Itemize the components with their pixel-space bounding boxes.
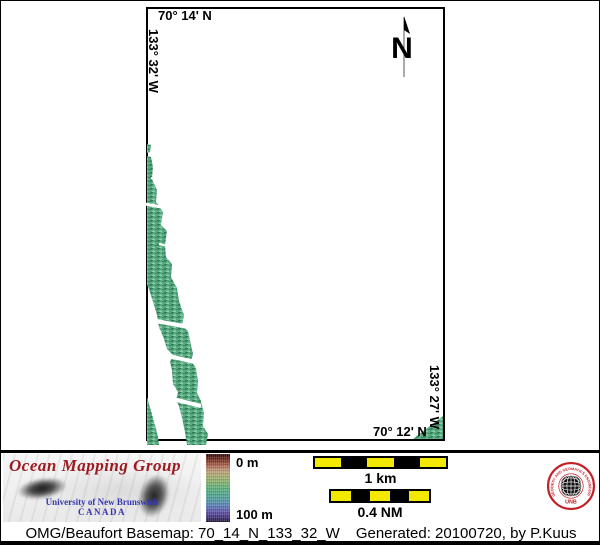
- coord-label-bottom: 70° 12' N: [373, 424, 427, 439]
- scalebar-km: [313, 456, 448, 469]
- depth-colorbar: [206, 454, 230, 522]
- footer-separator: [1, 450, 599, 453]
- scalebar-km-label: 1 km: [364, 470, 397, 486]
- coord-label-left: 133° 32' W: [146, 29, 161, 93]
- coord-label-top: 70° 14' N: [158, 8, 212, 23]
- omg-logo-subtitle: University of New Brunswick: [45, 497, 159, 507]
- seal-bottom-text: UNB: [565, 500, 577, 506]
- colorbar-max-label: 100 m: [236, 507, 273, 522]
- colorbar-min-label: 0 m: [236, 455, 259, 470]
- omg-logo: Ocean Mapping Group University of New Br…: [3, 454, 201, 522]
- caption-generated: Generated: 20100720, by P.Kuus: [355, 525, 577, 542]
- coord-label-right: 133° 27' W: [427, 365, 442, 429]
- caption-basemap-id: OMG/Beaufort Basemap: 70_14_N_133_32_W: [25, 525, 340, 542]
- unb-geodesy-seal: GEODESY AND GEOMATICS ENGINEERING UNB: [544, 459, 596, 511]
- map-frame: [146, 7, 445, 441]
- omg-logo-title: Ocean Mapping Group: [9, 456, 181, 475]
- scalebar-nm: [329, 489, 431, 503]
- north-arrow-label: N: [391, 32, 413, 65]
- scalebar-nm-label: 0.4 NM: [357, 504, 403, 520]
- bottom-border: [1, 541, 599, 544]
- caption: OMG/Beaufort Basemap: 70_14_N_133_32_W Ge…: [1, 525, 599, 542]
- omg-logo-country: CANADA: [78, 507, 126, 517]
